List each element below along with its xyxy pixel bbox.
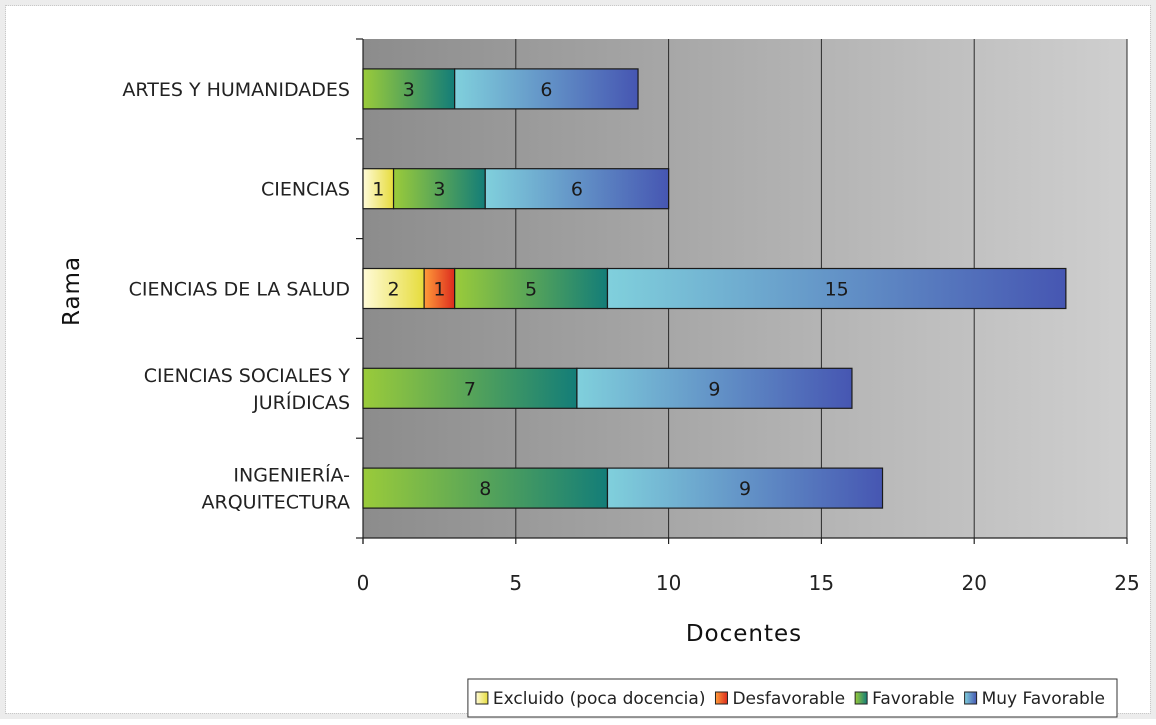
x-tick-label: 20 xyxy=(961,571,986,595)
category-label: CIENCIAS SOCIALES Y JURÍDICAS xyxy=(144,365,351,414)
data-label: 9 xyxy=(739,478,751,500)
legend-entry: Muy Favorable xyxy=(982,689,1105,709)
bar-segment xyxy=(423,267,456,310)
legend-swatch xyxy=(964,691,978,705)
legend-swatch xyxy=(854,691,868,705)
data-label: 6 xyxy=(571,179,583,201)
bars xyxy=(362,68,1067,509)
bar-segment xyxy=(606,467,884,509)
bar-segment xyxy=(454,68,639,110)
category-label: CIENCIAS xyxy=(261,179,350,201)
legend-swatch xyxy=(475,691,489,705)
data-label: 1 xyxy=(433,279,445,301)
x-tick-label: 15 xyxy=(809,571,834,595)
stacked-bar-chart: 0 5 10 15 20 25 ARTES Y HUMANIDADES 3 6CIENCIAS… xyxy=(59,38,1140,718)
data-label: 3 xyxy=(403,79,415,101)
data-label: 9 xyxy=(708,378,720,400)
data-label: 3 xyxy=(433,179,445,201)
data-label: 15 xyxy=(825,279,849,301)
data-label: 1 xyxy=(372,179,384,201)
legend-swatch xyxy=(714,691,728,705)
category-label: INGENIERÍA-ARQUITECTURA xyxy=(202,464,350,514)
legend-entry: Desfavorable xyxy=(732,689,845,709)
x-axis-title: Docentes xyxy=(686,621,802,647)
data-label: 6 xyxy=(540,79,552,101)
category-label: ARTES Y HUMANIDADES xyxy=(122,79,350,101)
x-tick-label: 5 xyxy=(509,571,522,595)
data-label: 7 xyxy=(464,378,476,400)
legend-entry: Favorable xyxy=(872,689,954,709)
x-tick-label: 10 xyxy=(656,571,681,595)
bar-segment xyxy=(484,168,670,210)
data-label: 2 xyxy=(388,279,400,301)
category-label: CIENCIAS DE LA SALUD xyxy=(129,279,350,301)
bar-segment xyxy=(576,367,853,409)
legend-entry: Excluido (poca docencia) xyxy=(493,689,706,709)
legend: Excluido (poca docencia) Desfavorable Favo… xyxy=(467,678,1118,718)
legend-box xyxy=(467,678,1118,718)
bar-segment xyxy=(454,267,609,310)
labels: ARTES Y HUMANIDADES 3 6 CIENCIAS 1 3 6 CIENCIAS… xyxy=(122,79,848,514)
data-label: 8 xyxy=(479,478,491,500)
bar-segment xyxy=(362,267,425,310)
y-axis-title: Rama xyxy=(59,256,85,326)
bar-segment xyxy=(606,267,1067,310)
data-label: 5 xyxy=(525,279,537,301)
x-tick-label: 0 xyxy=(357,571,370,595)
bar-segment xyxy=(362,367,578,409)
x-tick-label: 25 xyxy=(1114,571,1139,595)
bar-segment xyxy=(362,467,609,509)
bar-segment xyxy=(392,168,486,210)
